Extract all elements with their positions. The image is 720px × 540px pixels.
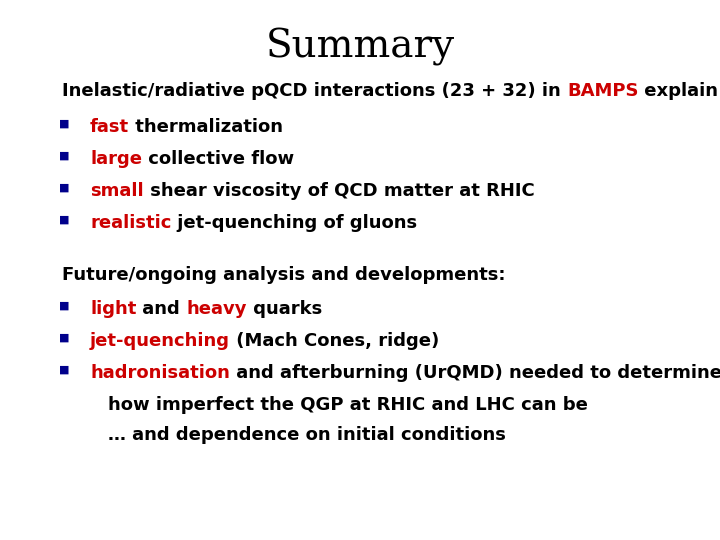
Text: collective flow: collective flow xyxy=(142,150,294,168)
Text: and: and xyxy=(136,300,186,318)
Text: ■: ■ xyxy=(59,301,69,311)
Text: fast: fast xyxy=(90,118,129,136)
Text: ■: ■ xyxy=(59,365,69,375)
Text: how imperfect the QGP at RHIC and LHC can be: how imperfect the QGP at RHIC and LHC ca… xyxy=(108,396,588,414)
Text: ■: ■ xyxy=(59,183,69,193)
Text: hadronisation: hadronisation xyxy=(90,364,230,382)
Text: large: large xyxy=(90,150,142,168)
Text: heavy: heavy xyxy=(186,300,247,318)
Text: ■: ■ xyxy=(59,215,69,225)
Text: ■: ■ xyxy=(59,333,69,343)
Text: and afterburning (UrQMD) needed to determine: and afterburning (UrQMD) needed to deter… xyxy=(230,364,720,382)
Text: BAMPS: BAMPS xyxy=(567,82,639,100)
Text: Summary: Summary xyxy=(266,28,454,66)
Text: explain:: explain: xyxy=(639,82,720,100)
Text: ■: ■ xyxy=(59,151,69,161)
Text: light: light xyxy=(90,300,136,318)
Text: shear viscosity of QCD matter at RHIC: shear viscosity of QCD matter at RHIC xyxy=(143,182,534,200)
Text: jet-quenching of gluons: jet-quenching of gluons xyxy=(171,214,418,232)
Text: ■: ■ xyxy=(59,119,69,129)
Text: realistic: realistic xyxy=(90,214,171,232)
Text: thermalization: thermalization xyxy=(129,118,283,136)
Text: … and dependence on initial conditions: … and dependence on initial conditions xyxy=(108,426,506,444)
Text: (Mach Cones, ridge): (Mach Cones, ridge) xyxy=(230,332,439,350)
Text: small: small xyxy=(90,182,143,200)
Text: Future/ongoing analysis and developments:: Future/ongoing analysis and developments… xyxy=(62,266,505,284)
Text: jet-quenching: jet-quenching xyxy=(90,332,230,350)
Text: Inelastic/radiative pQCD interactions (23 + 32) in: Inelastic/radiative pQCD interactions (2… xyxy=(62,82,567,100)
Text: quarks: quarks xyxy=(247,300,322,318)
